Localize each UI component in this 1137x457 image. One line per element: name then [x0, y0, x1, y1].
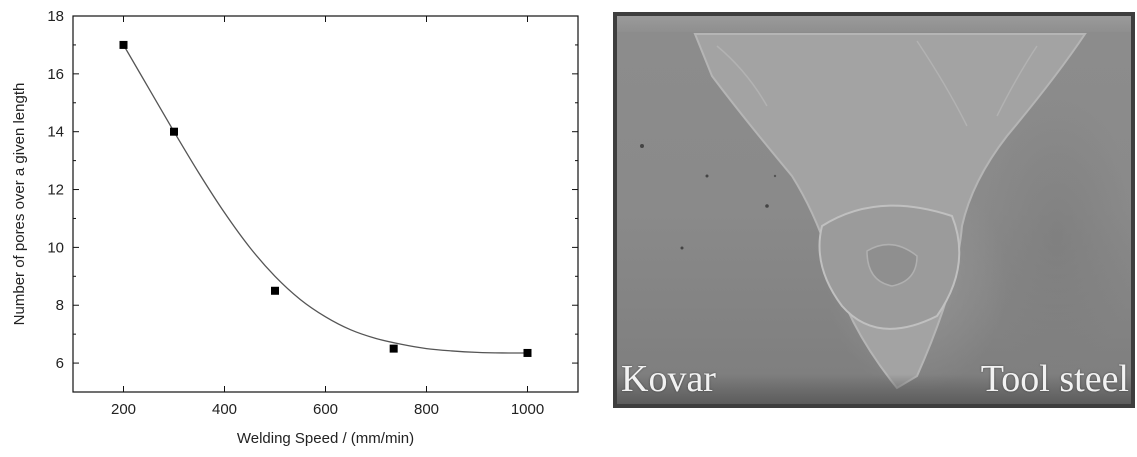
- y-tick-label: 8: [56, 297, 64, 314]
- data-point: [389, 344, 398, 353]
- y-tick-label: 6: [56, 355, 64, 372]
- pore: [773, 174, 777, 178]
- weld-bottom-edge: [617, 374, 1131, 404]
- x-tick-label: 1000: [511, 401, 544, 418]
- pores-vs-speed-chart: 200 400 600 800 1000 6 8 10 12 14 16 18 Welding Spee…: [11, 8, 579, 447]
- y-axis-label: Number of pores over a given length: [11, 83, 28, 326]
- x-tick-label: 800: [414, 401, 439, 418]
- data-point: [523, 348, 532, 357]
- solidification-lines: [716, 40, 1038, 127]
- micrograph-image: Kovar Tool steel: [617, 16, 1131, 404]
- weld-top-surface: [617, 16, 1131, 32]
- pore: [765, 204, 769, 208]
- y-tick-label: 14: [47, 124, 64, 141]
- data-point: [271, 286, 279, 295]
- weld-micrograph: Kovar Tool steel: [613, 12, 1135, 408]
- tool-steel-label: Tool steel: [980, 358, 1129, 400]
- root-core: [866, 243, 918, 287]
- y-tick-label: 18: [47, 8, 64, 25]
- data-point: [170, 127, 178, 136]
- pore: [640, 144, 644, 148]
- weld-bead-shape: [640, 33, 1087, 390]
- x-tick-label: 400: [212, 401, 237, 418]
- y-tick-label: 10: [47, 239, 64, 256]
- x-tick-label: 200: [111, 401, 136, 418]
- data-point: [119, 40, 128, 49]
- y-tick-label: 12: [47, 182, 64, 199]
- kovar-label: Kovar: [621, 358, 716, 400]
- fit-curve: [122, 44, 528, 354]
- pore: [705, 174, 709, 178]
- plot-frame: [72, 15, 579, 393]
- y-tick-label: 16: [47, 66, 64, 83]
- chart-panel: 200 400 600 800 1000 6 8 10 12 14 16 18 Welding Spee…: [11, 8, 579, 447]
- x-tick-label: 600: [313, 401, 338, 418]
- pore: [680, 246, 684, 250]
- x-axis-label: Welding Speed / (mm/min): [237, 430, 414, 447]
